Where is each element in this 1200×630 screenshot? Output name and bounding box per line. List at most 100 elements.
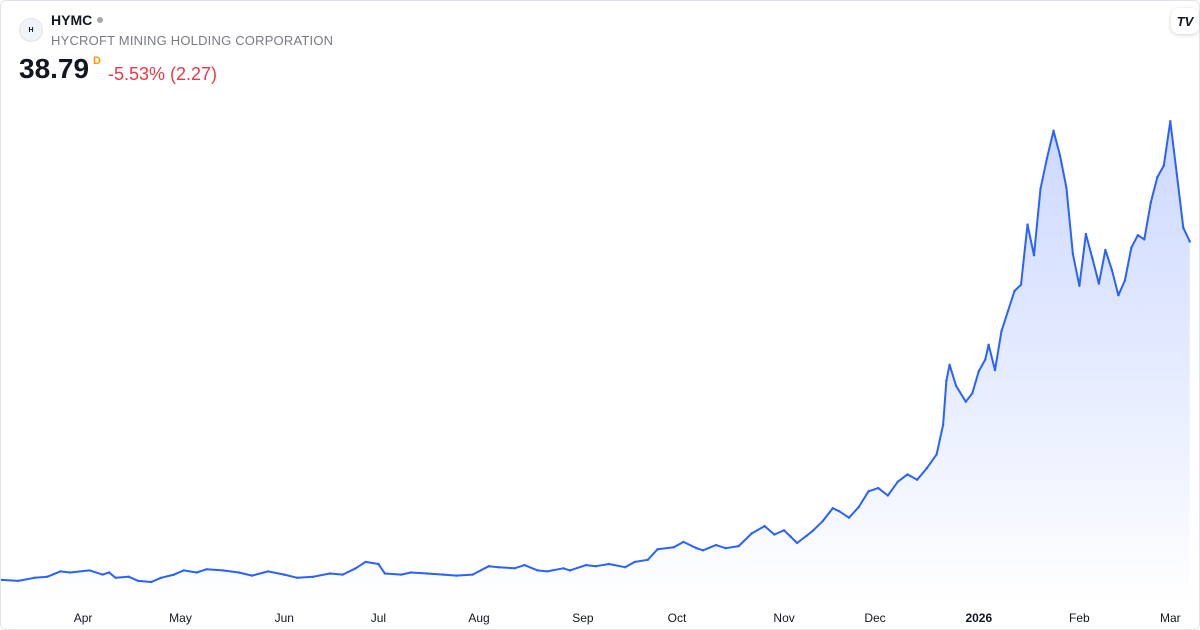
data-point xyxy=(150,580,153,584)
data-point xyxy=(847,516,851,519)
data-point xyxy=(795,541,799,545)
data-point xyxy=(33,576,36,579)
data-point xyxy=(1091,257,1094,260)
data-point xyxy=(714,543,718,547)
data-point xyxy=(0,578,4,582)
last-price: 38.79 xyxy=(19,53,90,84)
x-tick-label: Nov xyxy=(773,611,794,625)
data-point xyxy=(442,573,445,576)
data-point xyxy=(773,533,776,536)
data-point xyxy=(1013,289,1016,293)
data-point xyxy=(1065,186,1068,189)
data-point xyxy=(182,569,185,572)
logo-letter: H xyxy=(28,26,34,34)
tradingview-logo-icon[interactable]: TV xyxy=(1171,8,1199,34)
data-point xyxy=(789,535,792,538)
data-point xyxy=(623,566,627,569)
market-status-dot xyxy=(97,17,103,23)
data-point xyxy=(867,490,870,493)
data-point xyxy=(46,575,49,578)
data-point xyxy=(821,519,825,522)
data-point xyxy=(1188,240,1192,243)
data-point xyxy=(1039,187,1042,190)
x-tick-label: Feb xyxy=(1069,611,1090,625)
data-point xyxy=(68,571,72,574)
data-point xyxy=(1156,176,1159,179)
data-point xyxy=(1071,252,1075,256)
data-point xyxy=(1130,246,1133,249)
data-point xyxy=(114,576,117,579)
data-point xyxy=(1104,248,1107,252)
data-point xyxy=(250,574,254,577)
data-point xyxy=(1136,234,1140,237)
data-point xyxy=(1169,120,1172,123)
data-point xyxy=(101,573,104,576)
data-point xyxy=(1182,226,1185,229)
data-point xyxy=(594,565,598,568)
x-tick-label: Aug xyxy=(468,611,489,625)
data-point xyxy=(1019,283,1023,286)
data-point xyxy=(409,571,413,574)
data-point xyxy=(562,567,565,570)
data-point xyxy=(1097,282,1101,285)
data-point xyxy=(205,568,208,571)
data-point xyxy=(964,400,967,403)
data-point xyxy=(159,576,163,579)
ticker-symbol[interactable]: HYMC xyxy=(51,12,93,28)
data-point xyxy=(383,572,387,575)
data-point xyxy=(137,579,140,583)
x-tick-label: Apr xyxy=(74,611,93,625)
data-point xyxy=(328,572,331,575)
x-tick-label: Sep xyxy=(572,611,594,625)
series-area-fill xyxy=(2,121,1190,603)
data-point xyxy=(941,423,945,427)
data-point xyxy=(672,546,675,549)
interval-badge: D xyxy=(93,55,101,67)
data-point xyxy=(857,505,860,509)
data-point xyxy=(701,549,705,552)
data-point xyxy=(513,567,516,570)
x-tick-label: 2026 xyxy=(965,611,992,625)
data-point xyxy=(984,358,987,361)
data-point xyxy=(971,392,974,395)
data-point xyxy=(283,573,286,576)
data-point xyxy=(195,571,198,574)
data-point xyxy=(584,563,588,567)
data-point xyxy=(812,529,815,532)
data-point xyxy=(1162,164,1166,167)
data-point xyxy=(724,547,727,550)
data-point xyxy=(296,576,299,579)
data-point xyxy=(523,563,526,567)
data-point xyxy=(471,573,474,576)
data-point xyxy=(127,575,130,578)
data-point xyxy=(682,540,685,544)
data-point xyxy=(497,566,500,569)
data-point xyxy=(364,560,367,564)
x-tick-label: Jul xyxy=(371,611,386,625)
data-point xyxy=(59,570,62,573)
data-point xyxy=(945,379,948,382)
data-point xyxy=(782,529,786,532)
data-point xyxy=(1006,309,1010,313)
x-axis: Apr May Jun Jul Aug Sep Oct Nov Dec 2026 Feb Mar xyxy=(74,611,1181,625)
company-name: HYCROFT MINING HOLDING CORPORATION xyxy=(51,33,334,48)
data-point xyxy=(1123,279,1127,282)
data-point xyxy=(916,478,919,481)
x-tick-label: Oct xyxy=(668,611,687,625)
data-point xyxy=(341,573,344,576)
data-point xyxy=(656,548,659,551)
series-line xyxy=(1,120,1191,583)
data-point xyxy=(1032,254,1036,257)
data-point xyxy=(400,573,403,576)
data-point xyxy=(1026,223,1029,226)
data-point xyxy=(266,570,270,573)
data-point xyxy=(993,368,997,372)
data-point xyxy=(1149,201,1153,204)
x-tick-label: Jun xyxy=(275,611,294,625)
x-tick-label: May xyxy=(169,611,192,625)
data-point xyxy=(831,507,834,510)
company-logo: H xyxy=(19,18,43,42)
data-point xyxy=(877,486,880,490)
data-point xyxy=(935,453,938,456)
